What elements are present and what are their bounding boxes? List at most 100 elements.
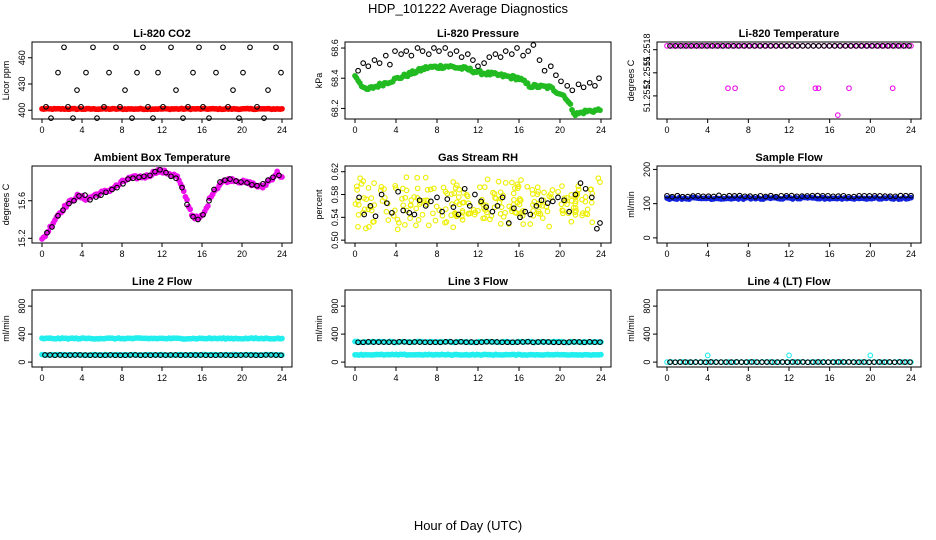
data-point (847, 43, 854, 49)
data-point (725, 43, 732, 49)
data-point (518, 177, 524, 183)
data-point (371, 202, 378, 208)
data-point (385, 217, 392, 223)
data-point (371, 180, 377, 186)
data-point (491, 204, 498, 211)
x-tick-label: 4 (393, 373, 398, 383)
data-point (597, 220, 603, 226)
data-point (65, 103, 71, 110)
x-tick-label: 0 (39, 125, 44, 135)
data-point (579, 212, 586, 219)
data-point (882, 193, 888, 199)
data-point (484, 176, 491, 183)
data-point (546, 223, 553, 230)
data-point (363, 196, 370, 203)
data-point (279, 105, 285, 112)
data-point (571, 339, 578, 345)
data-point (74, 87, 80, 93)
data-point (478, 198, 484, 205)
plot-frame (656, 165, 922, 244)
data-point (736, 43, 742, 49)
y-tick-label: 800 (17, 299, 27, 314)
data-point (767, 192, 774, 199)
x-tick-label: 8 (119, 125, 124, 135)
data-point (217, 179, 223, 185)
data-point (173, 87, 179, 93)
data-point (136, 174, 142, 181)
data-point (413, 205, 420, 212)
x-tick-label: 24 (277, 249, 287, 259)
data-point (43, 103, 49, 110)
data-point (567, 101, 574, 107)
data-point (113, 44, 119, 51)
data-point (805, 43, 811, 49)
panel-5: Sample Flow ml/min 0 4 8 12 16 20 24 0 100 200 (626, 152, 922, 259)
y-tick-label: 400 (330, 327, 340, 342)
data-point (463, 191, 470, 198)
data-point (475, 63, 481, 70)
x-tick-label: 12 (473, 373, 483, 383)
data-point (718, 43, 725, 49)
data-point (481, 184, 488, 190)
data-point (468, 339, 475, 345)
y-axis-label: degrees C (626, 59, 636, 101)
data-point (835, 193, 842, 199)
data-point (520, 221, 527, 227)
data-point (861, 192, 868, 199)
data-point (378, 191, 385, 198)
data-point (278, 352, 284, 359)
data-point (704, 352, 711, 359)
data-point (180, 115, 186, 121)
data-point (134, 69, 140, 76)
series-black (44, 166, 282, 236)
figure-title: HDP_101222 Average Diagnostics (368, 1, 568, 16)
data-point (527, 221, 534, 227)
data-point (674, 43, 681, 49)
data-point (450, 204, 457, 210)
data-point (506, 203, 513, 210)
data-point (525, 48, 532, 54)
x-tick-label: 16 (514, 125, 524, 135)
data-point (508, 51, 515, 57)
data-point (44, 229, 50, 236)
series-green (352, 62, 603, 119)
data-point (840, 192, 847, 199)
data-point (779, 85, 785, 92)
x-tick-label: 4 (705, 249, 710, 259)
y-tick-label: 430 (17, 76, 27, 91)
data-point (368, 195, 375, 201)
data-point (884, 43, 891, 49)
data-point (129, 115, 135, 121)
data-point (908, 43, 914, 49)
x-tick-label: 20 (237, 373, 247, 383)
data-point (784, 43, 790, 49)
data-point (908, 192, 914, 199)
data-point (403, 174, 410, 181)
data-point (400, 207, 407, 214)
x-tick-label: 24 (596, 249, 606, 259)
data-point (261, 115, 267, 121)
data-point (674, 192, 681, 199)
data-point (757, 192, 764, 199)
x-tick-label: 24 (906, 125, 916, 135)
x-tick-label: 8 (746, 125, 751, 135)
data-point (747, 193, 753, 199)
data-point (422, 174, 429, 181)
data-point (155, 69, 161, 76)
y-tick-label: 460 (17, 50, 27, 65)
data-point (714, 43, 721, 49)
data-point (669, 193, 676, 200)
data-point (511, 205, 517, 212)
data-point (514, 45, 520, 51)
data-point (389, 209, 395, 216)
data-point (187, 206, 194, 213)
data-point (561, 197, 567, 204)
x-tick-label: 8 (434, 373, 439, 383)
series-black (667, 43, 912, 49)
data-point (871, 193, 878, 199)
x-tick-label: 4 (705, 373, 710, 383)
data-point (504, 339, 511, 346)
data-point (680, 43, 687, 49)
data-point (431, 185, 437, 192)
data-point (594, 225, 600, 232)
